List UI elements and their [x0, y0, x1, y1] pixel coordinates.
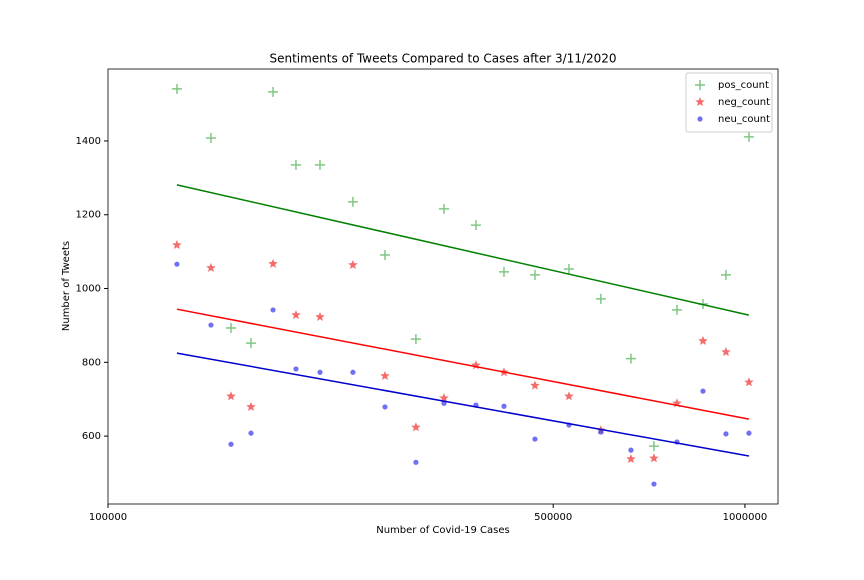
- point: [411, 422, 421, 432]
- point: [347, 196, 358, 207]
- point: [532, 436, 538, 442]
- point: [228, 441, 234, 447]
- point: [206, 262, 216, 272]
- point: [672, 398, 682, 408]
- point: [746, 430, 752, 436]
- point: [290, 159, 301, 170]
- legend: pos_count neg_count neu_count: [685, 72, 773, 133]
- point: [721, 346, 731, 357]
- chart-title: Sentiments of Tweets Compared to Cases a…: [269, 52, 616, 66]
- y-tick-label: 1400: [76, 136, 101, 147]
- point: [379, 249, 390, 260]
- point: [291, 310, 301, 320]
- point: [723, 431, 729, 437]
- point: [564, 391, 574, 401]
- point: [268, 86, 279, 97]
- point: [625, 353, 636, 364]
- legend-marker: [697, 116, 703, 122]
- point: [626, 453, 636, 464]
- point: [649, 453, 659, 463]
- point: [174, 261, 180, 267]
- point: [315, 311, 325, 321]
- legend-label: neu_count: [718, 114, 770, 125]
- y-tick-label: 600: [82, 431, 101, 442]
- point: [380, 370, 390, 381]
- point: [171, 83, 182, 94]
- legend-label: neg_count: [718, 97, 770, 108]
- point: [498, 266, 509, 277]
- point: [293, 366, 299, 372]
- point: [246, 338, 257, 349]
- point: [471, 360, 481, 370]
- y-axis-label: Number of Tweets: [61, 241, 72, 331]
- x-tick-label: 1000000: [723, 512, 768, 523]
- point: [698, 335, 708, 345]
- plot-frame: [107, 68, 779, 505]
- y-tick-label: 800: [82, 357, 101, 368]
- x-axis-label: Number of Covid-19 Cases: [376, 525, 510, 536]
- point: [501, 403, 507, 409]
- point: [226, 323, 237, 334]
- point: [595, 293, 606, 304]
- trend-line: [176, 352, 750, 457]
- legend-box: [685, 72, 773, 133]
- legend-marker: [695, 80, 705, 90]
- trend-line: [176, 308, 750, 420]
- point: [268, 258, 278, 268]
- point: [270, 307, 276, 313]
- point: [410, 334, 421, 345]
- point: [348, 259, 358, 269]
- point: [208, 322, 214, 328]
- y-tick-label: 1200: [76, 210, 101, 221]
- point: [648, 441, 659, 452]
- legend-label: pos_count: [718, 80, 769, 91]
- point: [700, 388, 706, 394]
- point: [651, 481, 657, 487]
- point: [743, 131, 754, 142]
- point: [246, 401, 256, 412]
- point: [671, 304, 682, 315]
- point: [439, 393, 449, 403]
- point: [317, 369, 323, 375]
- point: [248, 430, 254, 436]
- point: [413, 459, 419, 465]
- point: [438, 203, 449, 214]
- point: [628, 447, 634, 453]
- x-tick-label: 100000: [89, 512, 127, 523]
- point: [720, 269, 731, 280]
- point: [382, 404, 388, 410]
- point: [350, 369, 356, 375]
- y-tick-label: 1000: [76, 284, 101, 295]
- x-tick-label: 500000: [534, 512, 572, 523]
- point: [314, 159, 325, 170]
- point: [205, 132, 216, 143]
- point: [172, 239, 182, 250]
- trend-line: [176, 184, 750, 316]
- point: [563, 263, 574, 274]
- point: [530, 380, 540, 390]
- point: [598, 429, 604, 435]
- point: [470, 220, 481, 231]
- point: [744, 377, 754, 387]
- point: [226, 391, 236, 401]
- point: [529, 269, 540, 280]
- legend-marker: [695, 97, 705, 107]
